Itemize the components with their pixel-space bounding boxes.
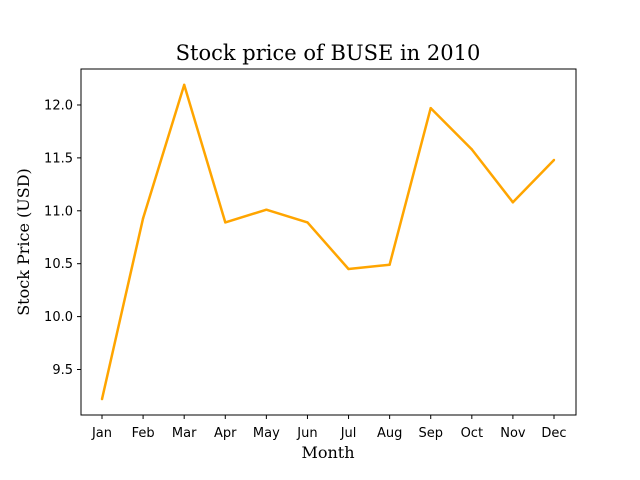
x-axis-label: Month — [301, 443, 354, 462]
data-point-dec — [552, 158, 556, 162]
x-tick-label: Dec — [541, 426, 566, 441]
x-tick-label: Sep — [418, 426, 443, 441]
series-layer — [100, 83, 556, 401]
x-tick-label: May — [253, 426, 280, 441]
series-line — [100, 83, 555, 400]
x-tick-label: Jul — [340, 426, 357, 441]
data-point-sep — [429, 106, 432, 110]
x-tick-label: Oct — [461, 426, 483, 441]
x-axis: Jan Feb Mar Apr May Jun Jul Aug Sep Oct Nov Dec — [91, 415, 567, 441]
data-point-jun — [306, 221, 309, 224]
chart-title: Stock price of BUSE in 2010 — [176, 41, 481, 65]
x-tick-label: Apr — [214, 426, 237, 441]
data-point-feb — [141, 216, 145, 220]
x-tick-label: Nov — [500, 426, 526, 441]
plot-area-frame — [80, 68, 577, 416]
data-point-aug — [388, 263, 391, 266]
data-point-may — [265, 208, 268, 211]
y-tick-label: 10.5 — [44, 257, 73, 272]
y-axis-label: Stock Price (USD) — [14, 168, 33, 316]
y-tick-label: 9.5 — [52, 363, 73, 378]
y-tick-label: 12.0 — [44, 98, 73, 113]
y-tick-label: 10.0 — [44, 310, 73, 325]
x-tick-label: Jun — [296, 426, 317, 441]
data-point-apr — [224, 221, 227, 224]
data-point-jan — [100, 397, 104, 401]
data-point-oct — [470, 148, 474, 151]
data-point-nov — [511, 201, 515, 204]
x-tick-label: Aug — [377, 426, 402, 441]
y-axis: 9.5 10.0 10.5 11.0 11.5 12.0 — [44, 98, 81, 378]
x-tick-label: Mar — [172, 426, 197, 441]
x-tick-label: Feb — [132, 426, 155, 441]
y-tick-label: 11.5 — [44, 151, 73, 166]
x-tick-label: Jan — [91, 426, 112, 441]
data-point-mar — [182, 83, 186, 87]
data-point-jul — [347, 267, 350, 271]
y-tick-label: 11.0 — [44, 204, 73, 219]
